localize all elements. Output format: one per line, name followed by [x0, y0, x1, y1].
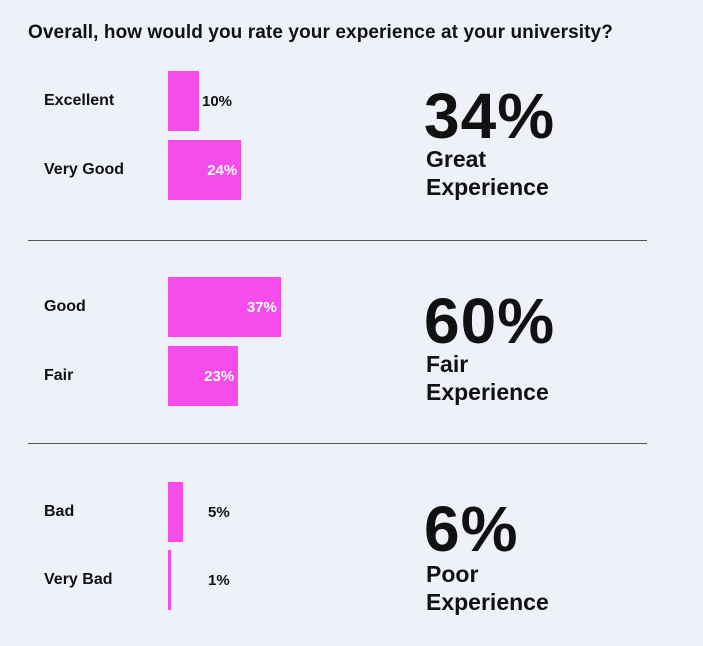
category-label: Good [44, 298, 86, 315]
group-label: Experience [426, 174, 549, 200]
group-label: Great [426, 146, 487, 172]
value-label: 5% [208, 504, 230, 521]
group-divider [28, 443, 647, 444]
value-label: 37% [246, 299, 277, 316]
value-label: 24% [207, 162, 238, 179]
group-total: 60% [424, 285, 556, 357]
value-label: 1% [208, 572, 230, 589]
group-label: Poor [426, 561, 479, 587]
bar [168, 550, 172, 610]
value-label: 10% [202, 93, 233, 110]
category-label: Excellent [44, 92, 115, 109]
bar [168, 277, 281, 337]
category-label: Fair [44, 367, 74, 384]
category-label: Very Bad [44, 571, 113, 588]
group-label: Experience [426, 589, 549, 615]
bar [168, 140, 242, 200]
group-label: Fair [426, 351, 469, 377]
group-total: 6% [424, 493, 519, 565]
bar [168, 482, 184, 542]
group-divider [28, 240, 647, 241]
group-label: Experience [426, 379, 549, 405]
bar [168, 346, 239, 406]
bar [168, 71, 199, 131]
category-label: Bad [44, 503, 75, 520]
group-total: 34% [424, 80, 556, 152]
value-label: 23% [204, 368, 235, 385]
category-label: Very Good [44, 161, 125, 178]
chart-title: Overall, how would you rate your experie… [28, 22, 613, 43]
